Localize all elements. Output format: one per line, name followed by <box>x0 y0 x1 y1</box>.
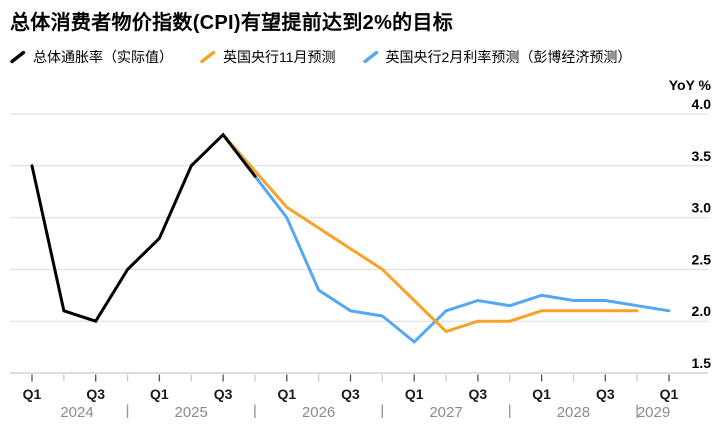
chart-title: 总体消费者物价指数(CPI)有望提前达到2%的目标 <box>10 12 454 34</box>
line-swatch-icon <box>362 50 378 64</box>
x-tick-label: Q1 <box>532 386 551 402</box>
year-label: 2025 <box>175 404 208 421</box>
legend-item: 英国央行2月利率预测（彭博经济预测） <box>362 49 632 65</box>
x-tick-label: Q1 <box>150 386 169 402</box>
year-label: 2024 <box>60 404 93 421</box>
x-tick-label: Q3 <box>596 386 615 402</box>
legend: 总体通胀率（实际值） 英国央行11月预测 英国央行2月利率预测（彭博经济预测） <box>10 50 631 64</box>
legend-label: 总体通胀率（实际值） <box>33 49 173 65</box>
legend-item: 总体通胀率（实际值） <box>10 50 173 64</box>
y-axis-unit-label: YoY % <box>669 77 712 93</box>
legend-label: 英国央行2月利率预测（彭博经济预测） <box>385 49 632 65</box>
x-tick-label: Q3 <box>86 386 105 402</box>
y-tick-label: 2.5 <box>692 251 712 267</box>
legend-label: 英国央行11月预测 <box>223 49 336 65</box>
line-swatch-icon <box>10 50 26 64</box>
y-tick-label: 3.0 <box>692 200 712 216</box>
y-tick-label: 2.0 <box>692 303 712 319</box>
series-line-nov-forecast <box>221 133 639 334</box>
y-tick-label: 1.5 <box>692 355 712 371</box>
x-tick-label: Q1 <box>405 386 424 402</box>
year-label: 2029 <box>637 404 670 421</box>
y-tick-label: 4.0 <box>692 96 712 112</box>
year-label: 2026 <box>302 404 335 421</box>
y-tick-label: 3.5 <box>692 148 712 164</box>
line-swatch-icon <box>200 50 216 64</box>
x-tick-label: Q1 <box>277 386 296 402</box>
x-tick-label: Q3 <box>341 386 360 402</box>
series-line-feb-forecast <box>253 174 671 344</box>
x-tick-label: Q3 <box>469 386 488 402</box>
legend-item: 英国央行11月预测 <box>200 50 336 64</box>
year-label: 2028 <box>557 404 590 421</box>
year-label: 2027 <box>429 404 462 421</box>
x-tick-label: Q1 <box>23 386 42 402</box>
x-tick-label: Q1 <box>660 386 679 402</box>
series-line-actual <box>30 132 257 323</box>
x-tick-label: Q3 <box>214 386 233 402</box>
